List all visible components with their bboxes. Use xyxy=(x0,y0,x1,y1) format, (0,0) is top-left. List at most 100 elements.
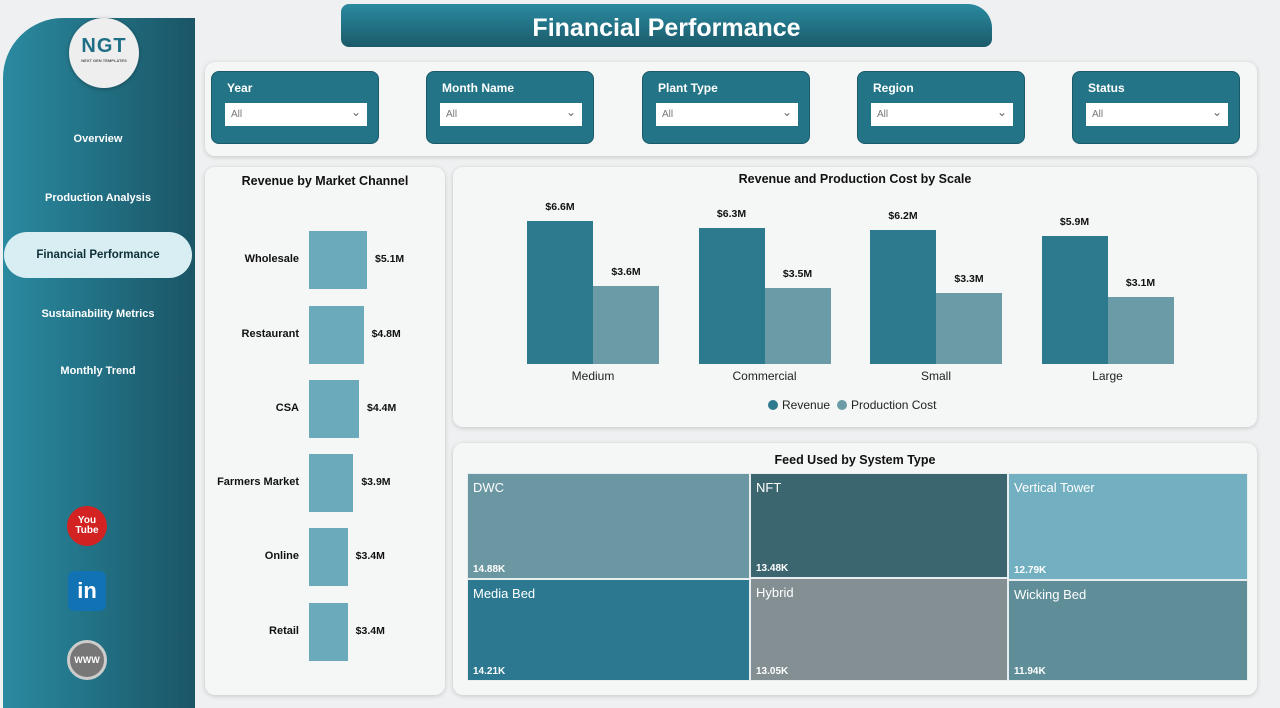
filter-dropdown[interactable]: All ⌄ xyxy=(225,103,367,126)
filter-dropdown[interactable]: All ⌄ xyxy=(1086,103,1228,126)
revenue-bar[interactable] xyxy=(527,221,593,364)
channel-value-label: $4.8M xyxy=(371,328,401,340)
cost-value-label: $3.5M xyxy=(782,268,813,281)
channel-value-label: $3.4M xyxy=(355,625,385,637)
filter-label: Region xyxy=(873,81,914,95)
filter-dropdown[interactable]: All ⌄ xyxy=(656,103,798,126)
logo-text: NGT xyxy=(81,35,127,57)
nav-production-analysis[interactable]: Production Analysis xyxy=(45,192,151,204)
filter-label: Plant Type xyxy=(658,81,718,95)
treemap-tile[interactable]: Vertical Tower 12.79K xyxy=(1008,473,1248,580)
dropdown-value: All xyxy=(877,109,889,120)
channel-bar[interactable] xyxy=(309,454,354,512)
cost-bar[interactable] xyxy=(764,288,831,364)
linkedin-icon[interactable]: in xyxy=(68,571,106,611)
chevron-down-icon: ⌄ xyxy=(350,105,361,119)
legend-revenue: Revenue xyxy=(782,398,831,412)
tile-value: 11.94K xyxy=(1014,666,1046,677)
legend-cost-marker xyxy=(837,400,848,410)
cost-bar[interactable] xyxy=(593,286,659,364)
scale-category-label: Commercial xyxy=(732,369,797,383)
chevron-down-icon: ⌄ xyxy=(1211,105,1222,119)
channel-category-label: Online xyxy=(264,550,299,562)
nav-financial-performance[interactable]: Financial Performance xyxy=(4,232,192,278)
globe-icon[interactable]: WWW xyxy=(67,640,107,680)
revenue-value-label: $6.6M xyxy=(545,201,575,213)
filter-plant-type: Plant Type All ⌄ xyxy=(642,71,810,144)
dropdown-value: All xyxy=(1092,109,1104,120)
channel-chart-title: Revenue by Market Channel xyxy=(241,174,409,188)
tile-name: NFT xyxy=(756,480,782,495)
treemap-title: Feed Used by System Type xyxy=(774,453,936,467)
channel-bar[interactable] xyxy=(309,380,360,438)
filter-dropdown[interactable]: All ⌄ xyxy=(440,103,582,126)
revenue-bar[interactable] xyxy=(1041,236,1108,364)
revenue-value-label: $6.2M xyxy=(888,209,918,222)
channel-bar[interactable] xyxy=(309,231,367,289)
filter-status: Status All ⌄ xyxy=(1072,71,1240,144)
filter-year: Year All ⌄ xyxy=(211,71,379,144)
channel-bar[interactable] xyxy=(309,306,364,364)
channel-bar[interactable] xyxy=(309,603,348,661)
page-title: Financial Performance xyxy=(341,4,992,47)
channel-value-label: $3.9M xyxy=(361,476,391,488)
tile-value: 13.05K xyxy=(756,666,789,677)
channel-value-label: $5.1M xyxy=(375,253,405,265)
treemap-tile[interactable]: Wicking Bed 11.94K xyxy=(1008,580,1248,681)
filter-dropdown[interactable]: All ⌄ xyxy=(871,103,1013,126)
nav-overview[interactable]: Overview xyxy=(73,133,123,145)
revenue-bar[interactable] xyxy=(870,229,936,364)
filter-label: Month Name xyxy=(442,81,514,95)
chevron-down-icon: ⌄ xyxy=(781,105,792,119)
scale-category-label: Medium xyxy=(571,369,615,383)
legend: Revenue Production Cost xyxy=(768,398,936,412)
logo-subtext: NEXT GEN TEMPLATES xyxy=(81,58,127,63)
logo: NGT NEXT GEN TEMPLATES xyxy=(69,18,139,88)
treemap-tile[interactable]: NFT 13.48K xyxy=(750,473,1008,578)
tile-value: 14.88K xyxy=(473,564,506,575)
tile-name: Wicking Bed xyxy=(1014,587,1087,602)
dropdown-value: All xyxy=(231,109,243,120)
tile-name: Vertical Tower xyxy=(1014,480,1095,495)
nav-sustainability-metrics[interactable]: Sustainability Metrics xyxy=(41,308,155,320)
nav-monthly-trend[interactable]: Monthly Trend xyxy=(60,365,136,377)
youtube-icon[interactable]: You Tube xyxy=(67,506,107,546)
tile-value: 13.48K xyxy=(756,563,789,574)
filter-region: Region All ⌄ xyxy=(857,71,1025,144)
scale-chart-title: Revenue and Production Cost by Scale xyxy=(738,172,972,186)
treemap-tile[interactable]: Media Bed 14.21K xyxy=(467,579,750,681)
tile-name: DWC xyxy=(473,480,505,495)
tile-name: Hybrid xyxy=(756,585,794,600)
channel-category-label: Wholesale xyxy=(244,253,299,265)
tile-value: 14.21K xyxy=(473,666,506,677)
revenue-bar[interactable] xyxy=(698,227,765,364)
channel-category-label: CSA xyxy=(275,402,299,414)
legend-cost: Production Cost xyxy=(851,398,937,412)
cost-value-label: $3.3M xyxy=(954,272,984,285)
tile-value: 12.79K xyxy=(1014,565,1047,576)
filter-label: Status xyxy=(1088,81,1125,95)
channel-value-label: $3.4M xyxy=(355,550,385,562)
dropdown-value: All xyxy=(662,109,674,120)
channel-category-label: Retail xyxy=(269,625,299,637)
scale-category-label: Large xyxy=(1092,369,1123,383)
channel-category-label: Restaurant xyxy=(241,328,299,340)
channel-value-label: $4.4M xyxy=(367,402,397,414)
tile-name: Media Bed xyxy=(473,586,536,601)
treemap-tile[interactable]: DWC 14.88K xyxy=(467,473,750,579)
channel-category-label: Farmers Market xyxy=(217,476,299,488)
scale-category-label: Small xyxy=(920,369,951,383)
revenue-value-label: $6.3M xyxy=(716,207,747,220)
filter-month-name: Month Name All ⌄ xyxy=(426,71,594,144)
treemap-tile[interactable]: Hybrid 13.05K xyxy=(750,578,1008,681)
cost-value-label: $3.1M xyxy=(1125,276,1156,289)
cost-bar[interactable] xyxy=(1107,296,1174,364)
cost-value-label: $3.6M xyxy=(611,266,641,278)
channel-bar[interactable] xyxy=(309,528,348,586)
chevron-down-icon: ⌄ xyxy=(565,105,576,119)
legend-revenue-marker xyxy=(768,400,778,410)
revenue-value-label: $5.9M xyxy=(1059,216,1090,229)
filter-label: Year xyxy=(227,81,253,95)
cost-bar[interactable] xyxy=(936,292,1002,364)
dropdown-value: All xyxy=(446,109,458,120)
